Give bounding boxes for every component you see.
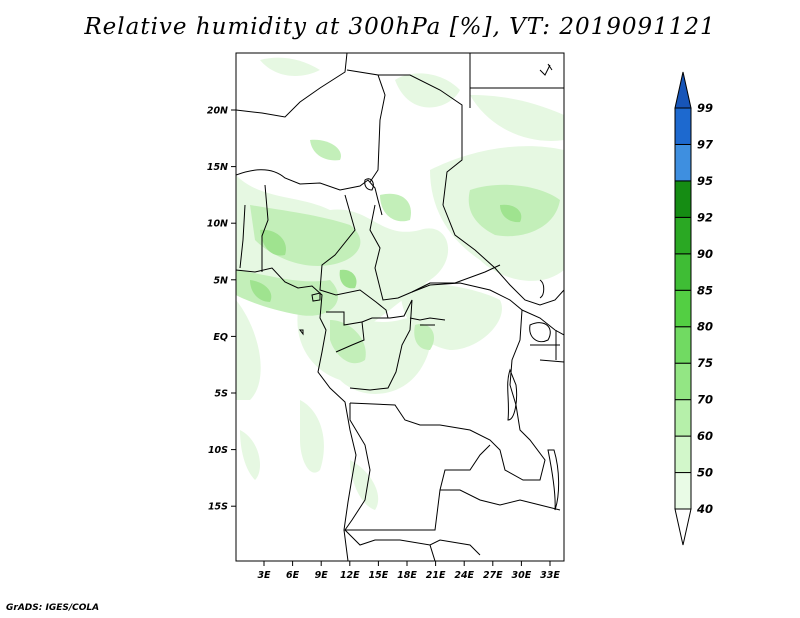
border-egypt-sudan <box>469 53 564 108</box>
lat-tick-label: EQ <box>213 332 228 343</box>
humidity-patch <box>310 139 341 161</box>
colorbar-label: 60 <box>697 429 713 443</box>
lon-tick-label: 9E <box>315 570 329 581</box>
humidity-patch <box>380 193 411 222</box>
map-title: Relative humidity at 300hPa [%], VT: 201… <box>84 14 716 40</box>
humidity-patch <box>250 280 272 302</box>
map-frame <box>235 52 565 562</box>
lat-tick-label: 15N <box>207 162 228 173</box>
humidity-patch <box>500 204 522 223</box>
border-car <box>369 204 501 301</box>
colorbar-lower-triangle <box>674 508 692 546</box>
colorbar-label: 95 <box>697 174 713 188</box>
sao-tome-island <box>299 329 304 336</box>
colorbar-label: 80 <box>697 320 713 334</box>
lon-tick-label: 21E <box>426 570 446 581</box>
colorbar-segment <box>674 143 692 182</box>
humidity-patch <box>330 320 366 364</box>
colorbar-segment <box>674 435 692 474</box>
lon-tick-label: 15E <box>369 570 389 581</box>
colorbar-segment <box>674 399 692 437</box>
colorbar-label: 99 <box>697 101 713 115</box>
colorbar-segment <box>674 180 692 218</box>
border-chad <box>378 74 463 206</box>
lat-tick-label: 20N <box>207 106 228 117</box>
humidity-patch <box>236 300 261 400</box>
lon-tick-label: 12E <box>340 570 360 581</box>
colorbar-segment <box>674 289 692 328</box>
humidity-patch <box>414 324 435 350</box>
border-east <box>521 309 564 363</box>
colorbar-label: 92 <box>697 210 713 224</box>
lon-tick-label: 24E <box>454 570 474 581</box>
lake-turkana <box>539 279 545 299</box>
humidity-field <box>236 57 564 510</box>
colorbar-segment <box>674 472 692 510</box>
border-drc <box>349 282 546 481</box>
border-benin <box>239 204 246 269</box>
colorbar-label: 50 <box>697 466 713 480</box>
lake-malawi <box>547 449 560 511</box>
lon-tick-label: 27E <box>483 570 503 581</box>
lat-tick-label: 5S <box>215 389 229 400</box>
lake-chad <box>364 178 374 191</box>
bioko-island <box>311 292 321 302</box>
humidity-patch <box>470 95 564 141</box>
colorbar-segment <box>674 107 692 145</box>
border-botswana <box>429 544 436 561</box>
colorbar-label: 70 <box>697 393 713 407</box>
lon-tick-label: 18E <box>397 570 417 581</box>
humidity-patch <box>236 270 339 316</box>
humidity-patch <box>350 460 379 510</box>
border-libya-egypt <box>346 69 386 183</box>
longitude-axis: 3E 6E 9E 12E 15E 18E 21E 24E 27E 30E 33E <box>257 561 560 581</box>
lat-tick-label: 10S <box>208 445 228 456</box>
border-nigeria <box>261 184 269 272</box>
colorbar-upper-triangle <box>674 71 692 109</box>
humidity-patch <box>260 229 286 256</box>
coastline-west-africa <box>236 267 357 561</box>
lon-tick-label: 6E <box>286 570 300 581</box>
humidity-patch <box>300 400 324 473</box>
border-namibia <box>344 529 481 556</box>
border-zambia <box>440 489 561 511</box>
lake-tanganyika <box>507 368 518 421</box>
colorbar-label: 75 <box>697 356 713 370</box>
lake-victoria <box>529 322 551 343</box>
border-congo <box>349 299 413 391</box>
colorbar-segment <box>674 326 692 364</box>
humidity-patch <box>260 57 320 76</box>
colorbar: 40 50 60 70 75 80 85 90 92 95 97 99 <box>674 71 713 546</box>
grads-credit: GrADS: IGES/COLA <box>6 603 100 613</box>
colorbar-label: 85 <box>697 283 713 297</box>
latitude-axis: 20N 15N 10N 5N EQ 5S 10S 15S <box>207 106 236 513</box>
lon-tick-label: 3E <box>257 570 271 581</box>
colorbar-segment <box>674 253 692 291</box>
border-sudan <box>442 204 564 306</box>
lon-tick-label: 30E <box>512 570 532 581</box>
country-borders <box>236 53 564 561</box>
border-sahara <box>236 53 348 118</box>
humidity-patch <box>339 269 357 289</box>
lat-tick-label: 10N <box>207 219 228 230</box>
border-cameroon <box>319 194 389 319</box>
lat-tick-label: 5N <box>213 275 228 286</box>
colorbar-segment <box>674 362 692 401</box>
colorbar-label: 40 <box>696 502 713 516</box>
humidity-patch <box>240 430 260 480</box>
humidity-patch <box>395 73 460 108</box>
border-north <box>236 169 383 216</box>
colorbar-label: 97 <box>697 137 713 151</box>
lat-tick-label: 15S <box>208 502 228 513</box>
congo-river <box>409 317 446 326</box>
colorbar-segment <box>674 216 692 255</box>
colorbar-label: 90 <box>697 247 713 261</box>
red-sea-coast <box>539 63 553 76</box>
border-angola <box>344 403 491 531</box>
lon-tick-label: 33E <box>540 570 560 581</box>
